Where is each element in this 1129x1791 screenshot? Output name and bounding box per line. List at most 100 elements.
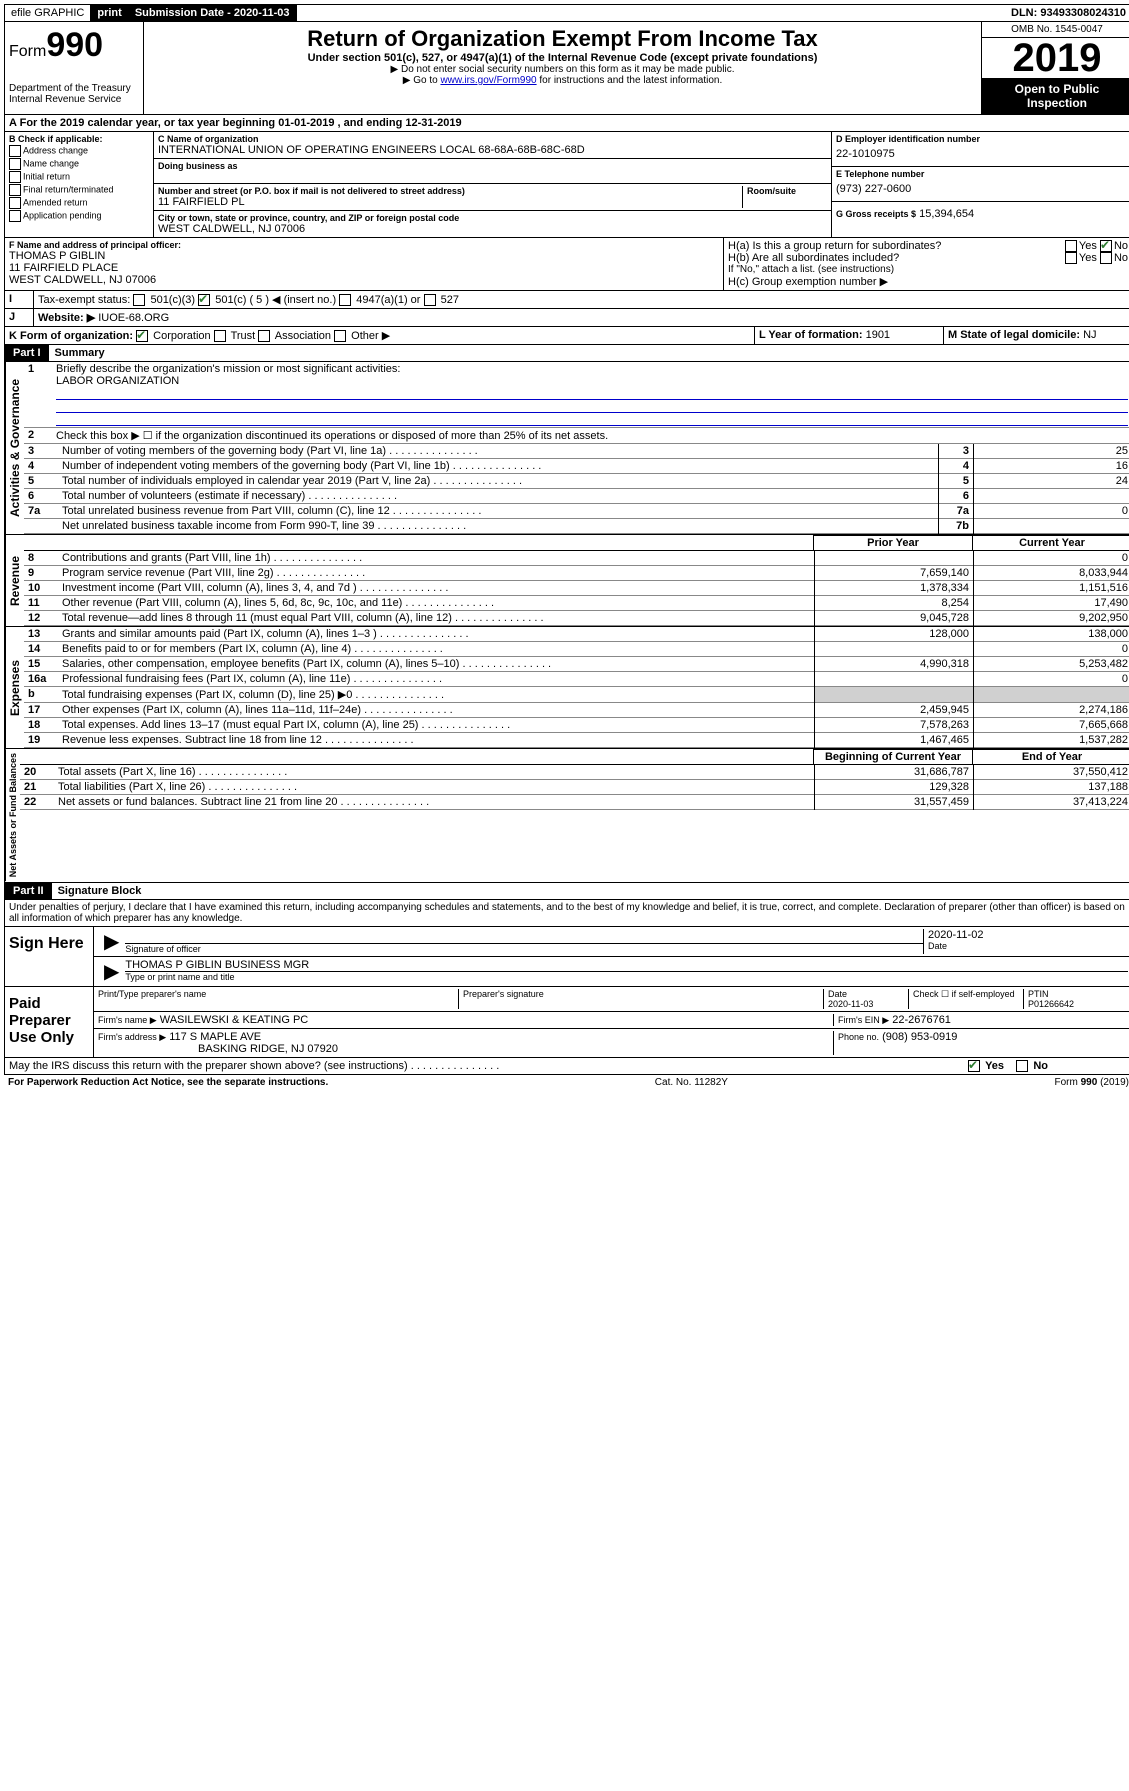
chk-association[interactable] bbox=[258, 330, 270, 342]
discuss-yes: Yes bbox=[985, 1060, 1004, 1072]
officer-group-row: F Name and address of principal officer:… bbox=[4, 238, 1129, 291]
firm-ein-label: Firm's EIN ▶ bbox=[838, 1015, 889, 1025]
room-suite-label: Room/suite bbox=[742, 186, 827, 208]
chk-4947[interactable] bbox=[339, 294, 351, 306]
box-j-content: Website: ▶ IUOE-68.ORG bbox=[34, 309, 1129, 326]
signature-arrow-icon: ▶ bbox=[98, 929, 125, 954]
firm-addr2: BASKING RIDGE, NJ 07920 bbox=[198, 1043, 338, 1055]
note-ssn: ▶ Do not enter social security numbers o… bbox=[148, 64, 977, 75]
section-a-text: A For the 2019 calendar year, or tax yea… bbox=[5, 115, 1129, 131]
chk-amended[interactable]: Amended return bbox=[9, 197, 149, 209]
table-row: Net unrelated business taxable income fr… bbox=[24, 519, 1129, 534]
discuss-yes-check[interactable] bbox=[968, 1060, 980, 1072]
col-end-year: End of Year bbox=[973, 750, 1129, 765]
chk-trust[interactable] bbox=[214, 330, 226, 342]
col-prior-year: Prior Year bbox=[814, 536, 973, 551]
print-button[interactable]: print bbox=[91, 5, 128, 21]
box-m: M State of legal domicile: NJ bbox=[944, 327, 1129, 344]
tax-exempt-row: I Tax-exempt status: 501(c)(3) 501(c) ( … bbox=[4, 291, 1129, 309]
part-2-header: Part II Signature Block bbox=[4, 883, 1129, 900]
discuss-no-check[interactable] bbox=[1016, 1060, 1028, 1072]
ptin-value: P01266642 bbox=[1028, 999, 1074, 1009]
efile-label: efile GRAPHIC bbox=[5, 5, 91, 21]
preparer-date: 2020-11-03 bbox=[828, 999, 873, 1009]
website-value: IUOE-68.ORG bbox=[98, 312, 169, 324]
firm-name: WASILEWSKI & KEATING PC bbox=[160, 1014, 309, 1026]
chk-501c[interactable] bbox=[198, 294, 210, 306]
sign-here-label: Sign Here bbox=[5, 927, 94, 986]
chk-final-return[interactable]: Final return/terminated bbox=[9, 184, 149, 196]
box-f: F Name and address of principal officer:… bbox=[5, 238, 724, 290]
cat-number: Cat. No. 11282Y bbox=[655, 1077, 728, 1088]
org-name: INTERNATIONAL UNION OF OPERATING ENGINEE… bbox=[158, 144, 827, 156]
box-d-e-g: D Employer identification number 22-1010… bbox=[832, 132, 1129, 237]
box-l: L Year of formation: 1901 bbox=[755, 327, 944, 344]
col-begin-year: Beginning of Current Year bbox=[814, 750, 973, 765]
firm-phone: (908) 953-0919 bbox=[882, 1031, 957, 1043]
street-address: 11 FAIRFIELD PL bbox=[158, 196, 742, 208]
officer-addr2: WEST CALDWELL, NJ 07006 bbox=[9, 274, 719, 286]
vlabel-net-assets: Net Assets or Fund Balances bbox=[5, 749, 20, 881]
sign-here-block: Sign Here ▶ Signature of officer 2020-11… bbox=[4, 927, 1129, 987]
discuss-row: May the IRS discuss this return with the… bbox=[4, 1058, 1129, 1075]
chk-corporation[interactable] bbox=[136, 330, 148, 342]
table-row: 3Number of voting members of the governi… bbox=[24, 444, 1129, 459]
city-state-zip: WEST CALDWELL, NJ 07006 bbox=[158, 223, 827, 235]
q2-text: Check this box ▶ ☐ if the organization d… bbox=[52, 428, 1129, 444]
perjury-declaration: Under penalties of perjury, I declare th… bbox=[4, 900, 1129, 927]
entity-info-row: B Check if applicable: Address change Na… bbox=[4, 132, 1129, 238]
firm-addr1: 117 S MAPLE AVE bbox=[169, 1031, 261, 1043]
net-assets-section: Net Assets or Fund Balances Beginning of… bbox=[4, 749, 1129, 882]
box-k: K Form of organization: Corporation Trus… bbox=[5, 327, 755, 344]
h-a-text: H(a) Is this a group return for subordin… bbox=[728, 240, 941, 252]
part-2-badge: Part II bbox=[5, 883, 52, 899]
irs-link[interactable]: www.irs.gov/Form990 bbox=[440, 75, 536, 86]
h-b-no[interactable]: No bbox=[1114, 252, 1128, 264]
table-row: 8Contributions and grants (Part VIII, li… bbox=[24, 551, 1129, 566]
chk-other[interactable] bbox=[334, 330, 346, 342]
self-employed-check[interactable]: Check ☐ if self-employed bbox=[909, 989, 1024, 1009]
table-row: 12Total revenue—add lines 8 through 11 (… bbox=[24, 611, 1129, 626]
table-row: 15Salaries, other compensation, employee… bbox=[24, 657, 1129, 672]
chk-527[interactable] bbox=[424, 294, 436, 306]
year-formation-value: 1901 bbox=[866, 329, 890, 341]
discuss-question: May the IRS discuss this return with the… bbox=[9, 1060, 408, 1072]
h-b-yes[interactable]: Yes bbox=[1079, 252, 1097, 264]
firm-phone-label: Phone no. bbox=[838, 1032, 879, 1042]
officer-addr1: 11 FAIRFIELD PLACE bbox=[9, 262, 719, 274]
goto-post: for instructions and the latest informat… bbox=[537, 75, 723, 86]
open-to-public: Open to Public Inspection bbox=[982, 78, 1129, 114]
paid-preparer-block: Paid Preparer Use Only Print/Type prepar… bbox=[4, 987, 1129, 1058]
preparer-sig-label: Preparer's signature bbox=[459, 989, 824, 1009]
table-row: 17Other expenses (Part IX, column (A), l… bbox=[24, 703, 1129, 718]
box-b-label: B Check if applicable: bbox=[9, 134, 149, 144]
box-i-content: Tax-exempt status: 501(c)(3) 501(c) ( 5 … bbox=[34, 291, 1129, 308]
vlabel-revenue: Revenue bbox=[5, 535, 24, 626]
chk-initial-return[interactable]: Initial return bbox=[9, 171, 149, 183]
chk-name-change[interactable]: Name change bbox=[9, 158, 149, 170]
opt-trust: Trust bbox=[231, 330, 256, 342]
h-a-no[interactable]: No bbox=[1114, 240, 1128, 252]
gross-receipts-label: G Gross receipts $ bbox=[836, 209, 916, 219]
irs-label: Internal Revenue Service bbox=[9, 94, 139, 105]
submission-date: Submission Date - 2020-11-03 bbox=[129, 5, 297, 21]
col-current-year: Current Year bbox=[973, 536, 1129, 551]
table-row: 19Revenue less expenses. Subtract line 1… bbox=[24, 733, 1129, 748]
preparer-name-label: Print/Type preparer's name bbox=[98, 989, 459, 1009]
chk-address-change[interactable]: Address change bbox=[9, 145, 149, 157]
opt-501c3: 501(c)(3) bbox=[150, 294, 195, 306]
website-label: Website: ▶ bbox=[38, 312, 95, 324]
firm-name-label: Firm's name ▶ bbox=[98, 1015, 157, 1025]
form-990-number: 990 bbox=[46, 26, 103, 64]
box-b: B Check if applicable: Address change Na… bbox=[5, 132, 154, 237]
chk-application-pending[interactable]: Application pending bbox=[9, 210, 149, 222]
table-row: 18Total expenses. Add lines 13–17 (must … bbox=[24, 718, 1129, 733]
signature-date-label: Date bbox=[928, 941, 1128, 951]
part-2-title: Signature Block bbox=[52, 883, 148, 899]
preparer-date-label: Date bbox=[828, 989, 847, 999]
table-row: 20Total assets (Part X, line 16) 31,686,… bbox=[20, 765, 1129, 780]
chk-501c3[interactable] bbox=[133, 294, 145, 306]
ein-value: 22-1010975 bbox=[836, 144, 1128, 164]
h-a-yes[interactable]: Yes bbox=[1079, 240, 1097, 252]
tax-exempt-label: Tax-exempt status: bbox=[38, 294, 130, 306]
